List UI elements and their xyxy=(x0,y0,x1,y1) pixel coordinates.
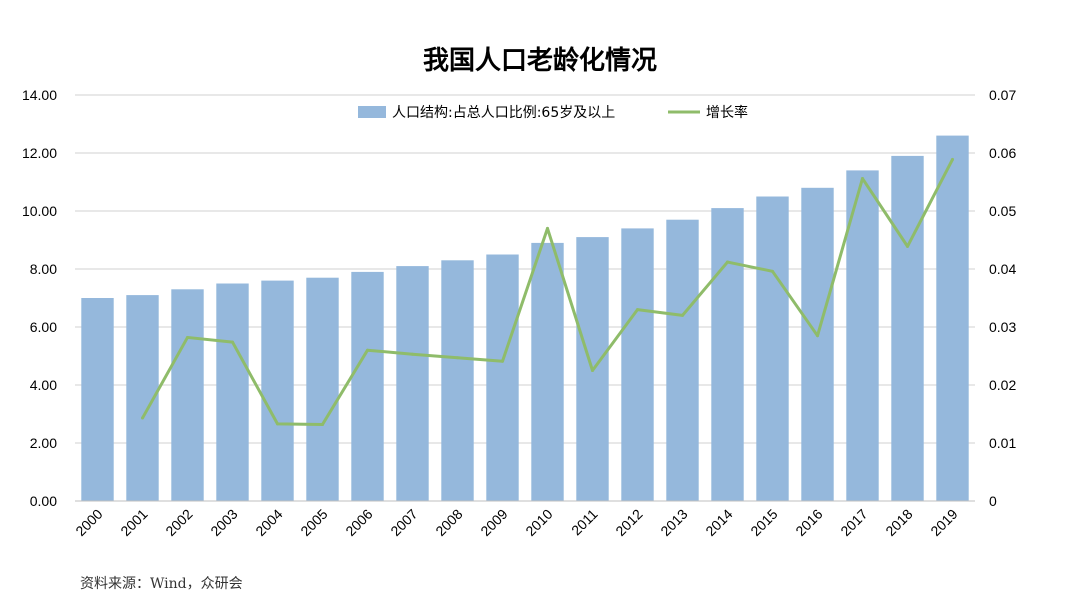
x-tick-label: 2017 xyxy=(837,506,870,539)
bar xyxy=(396,266,429,501)
y-right-tick-label: 0.05 xyxy=(989,203,1016,219)
line-point xyxy=(816,334,819,338)
source-note: 资料来源：Wind，众研会 xyxy=(80,576,243,592)
line-point xyxy=(456,356,459,360)
y-right-tick-label: 0.02 xyxy=(989,377,1016,393)
bar xyxy=(936,135,969,501)
y-left-tick-label: 4.00 xyxy=(30,377,57,393)
x-tick-label: 2009 xyxy=(477,506,510,539)
chart-title: 我国人口老龄化情况 xyxy=(422,46,657,76)
x-tick-label: 2011 xyxy=(568,506,601,539)
y-left-tick-label: 12.00 xyxy=(22,145,57,161)
y-right-tick-label: 0.07 xyxy=(989,87,1016,103)
y-left-tick-label: 2.00 xyxy=(30,435,57,451)
bar xyxy=(801,187,834,502)
x-tick-label: 2007 xyxy=(387,506,420,539)
x-tick-label: 2002 xyxy=(162,506,195,539)
x-tick-label: 2012 xyxy=(612,506,645,539)
x-tick-label: 2003 xyxy=(207,506,240,539)
bar xyxy=(531,242,564,501)
y-right-tick-label: 0.04 xyxy=(989,261,1016,277)
bar xyxy=(666,219,699,501)
y-right-tick-label: 0.06 xyxy=(989,145,1016,161)
line-point xyxy=(366,348,369,352)
bar xyxy=(711,208,744,501)
line-point xyxy=(321,422,324,426)
bar xyxy=(891,155,924,501)
y-left-tick-label: 10.00 xyxy=(22,203,57,219)
bar xyxy=(171,289,204,501)
line-point xyxy=(681,313,684,317)
x-tick-label: 2001 xyxy=(117,506,150,539)
legend: 人口结构:占总人口比例:65岁及以上 增长率 xyxy=(358,104,748,121)
x-tick-label: 2013 xyxy=(657,506,690,539)
y-left-tick-label: 14.00 xyxy=(22,87,57,103)
y-right-tick-label: 0 xyxy=(989,493,997,509)
x-tick-label: 2008 xyxy=(432,506,465,539)
bar xyxy=(81,298,114,501)
legend-bar-label: 人口结构:占总人口比例:65岁及以上 xyxy=(392,105,615,121)
x-tick-label: 2000 xyxy=(72,506,105,539)
line-point xyxy=(276,422,279,426)
line-point xyxy=(186,335,189,339)
y-right-tick-label: 0.03 xyxy=(989,319,1016,335)
line-point xyxy=(411,352,414,356)
line-point xyxy=(726,260,729,264)
line-point xyxy=(141,416,144,420)
line-point xyxy=(906,244,909,248)
bar xyxy=(261,280,294,501)
legend-line-label: 增长率 xyxy=(706,104,748,121)
y-left-tick-label: 0.00 xyxy=(30,493,57,509)
x-tick-label: 2018 xyxy=(882,506,915,539)
x-tick-label: 2015 xyxy=(747,506,780,539)
x-tick-label: 2005 xyxy=(297,506,330,539)
line-point xyxy=(771,269,774,273)
bar xyxy=(351,271,384,501)
y-left-tick-label: 8.00 xyxy=(30,261,57,277)
bar xyxy=(846,170,879,501)
x-tick-label: 2010 xyxy=(522,506,555,539)
line-point xyxy=(636,308,639,312)
bar xyxy=(756,196,789,501)
line-point xyxy=(546,226,549,230)
x-tick-label: 2016 xyxy=(792,506,825,539)
legend-bar-swatch xyxy=(358,106,386,118)
line-point xyxy=(231,340,234,344)
line-point xyxy=(951,157,954,161)
x-tick-label: 2019 xyxy=(927,506,960,539)
x-tick-label: 2004 xyxy=(252,506,285,539)
x-tick-label: 2014 xyxy=(702,506,735,539)
bar xyxy=(216,283,249,501)
line-series xyxy=(141,157,954,426)
y-left-tick-label: 6.00 xyxy=(30,319,57,335)
line-point xyxy=(861,177,864,181)
line-point xyxy=(591,369,594,372)
bar xyxy=(621,228,654,501)
bar xyxy=(306,277,339,501)
x-tick-label: 2006 xyxy=(342,506,375,539)
line-point xyxy=(501,359,504,363)
bar-series xyxy=(81,135,969,502)
bar xyxy=(441,260,474,501)
y-right-tick-label: 0.01 xyxy=(989,435,1016,451)
bar xyxy=(486,254,519,501)
